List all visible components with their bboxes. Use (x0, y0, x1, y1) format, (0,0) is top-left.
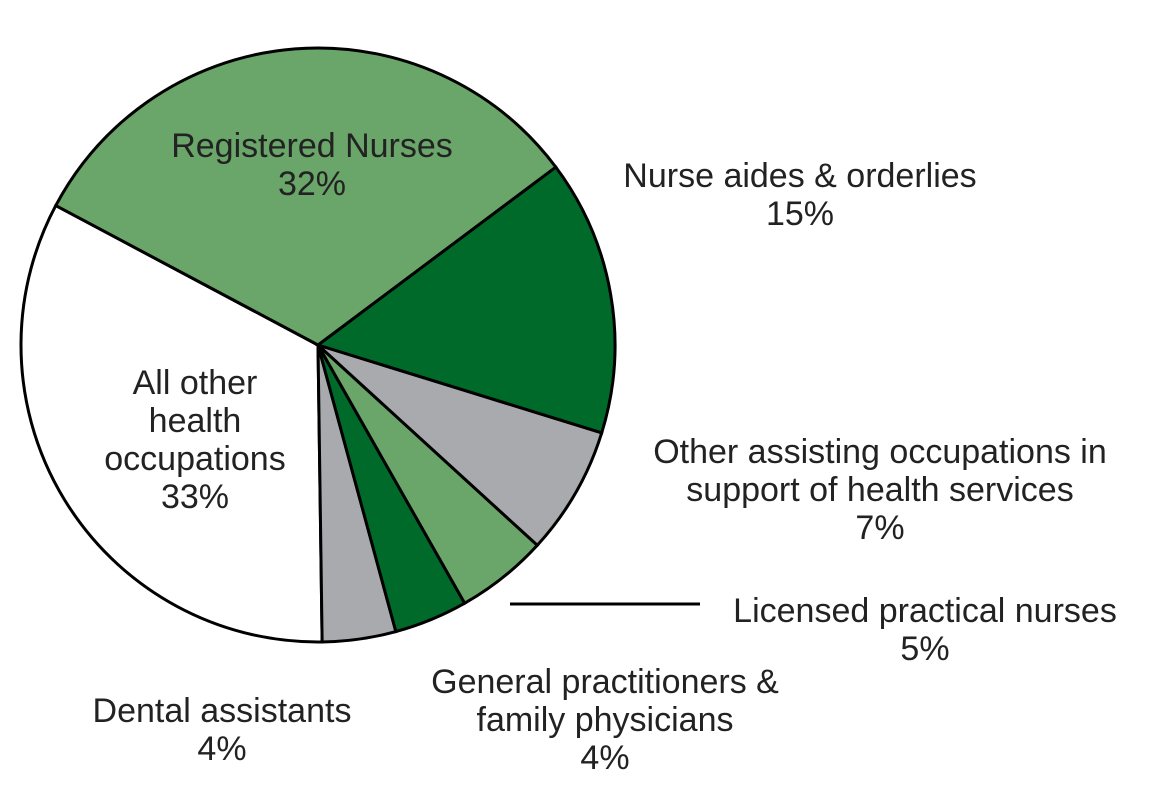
pie-slice (53, 46, 558, 347)
pie-slice (316, 343, 604, 548)
slice-label: Dental assistants 4% (57, 692, 387, 768)
category-label: Other assisting occupations in support o… (653, 433, 1107, 509)
value-label: 5% (900, 630, 950, 668)
slice-label: General practitioners & family physician… (405, 663, 805, 777)
category-label: Nurse aides & orderlies (623, 157, 977, 195)
slice-label: Other assisting occupations in support o… (600, 433, 1158, 547)
value-label: 4% (197, 730, 247, 768)
slice-label: Nurse aides & orderlies 15% (580, 157, 1020, 233)
value-label: 15% (765, 195, 835, 233)
category-label: Licensed practical nurses (733, 592, 1117, 630)
category-label: General practitioners & family physician… (431, 663, 779, 739)
value-label: 4% (580, 739, 630, 777)
slice-label: Registered Nurses 32% (132, 127, 492, 203)
value-label: 7% (855, 509, 905, 547)
slice-label: Licensed practical nurses 5% (685, 592, 1158, 668)
category-label: Dental assistants (92, 692, 352, 730)
category-label: Registered Nurses (171, 127, 453, 165)
value-label: 33% (160, 478, 230, 516)
slice-label: All other health occupations 33% (95, 364, 295, 516)
pie-slice (314, 164, 617, 435)
pie-slice (19, 203, 324, 644)
category-label: All other health occupations (104, 364, 286, 478)
value-label: 32% (277, 165, 347, 203)
